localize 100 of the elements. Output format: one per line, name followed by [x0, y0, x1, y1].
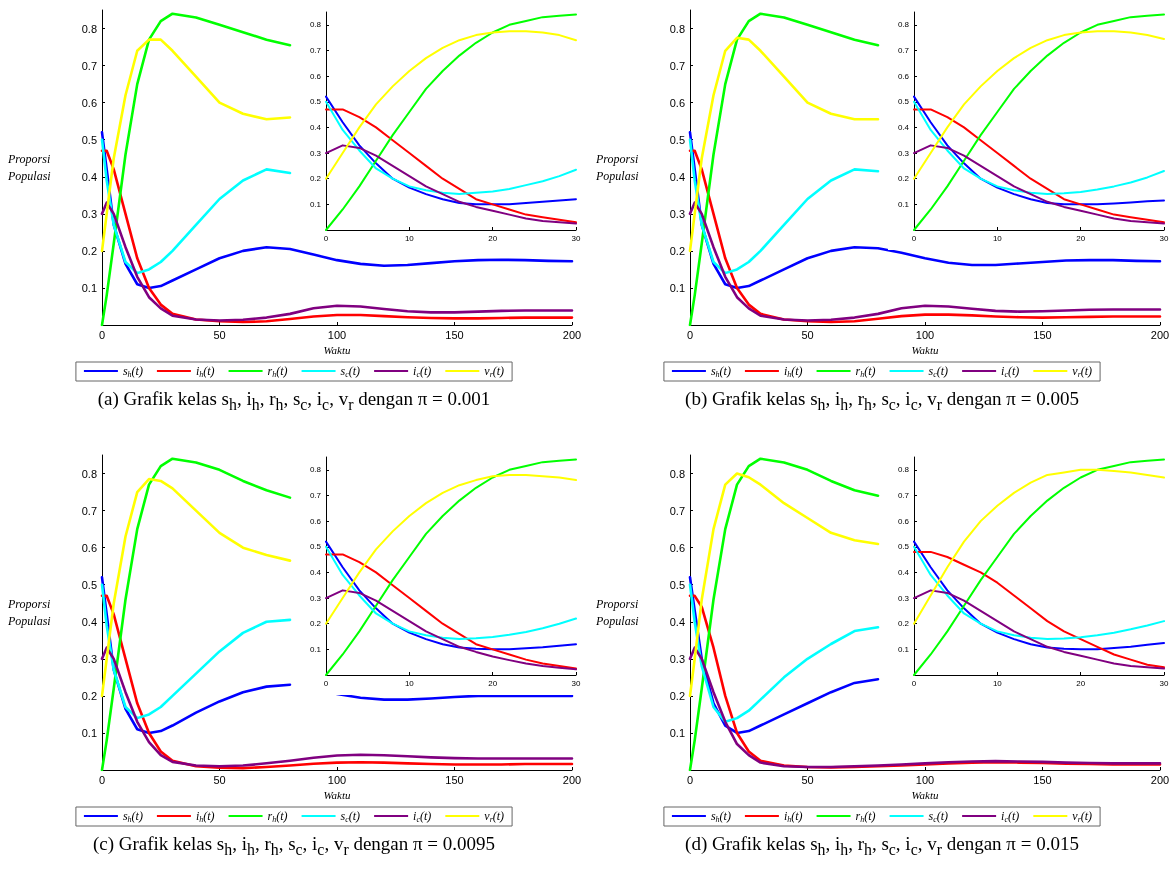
- x-tick-label: 100: [915, 773, 935, 786]
- y-tick-label: 0.6: [81, 541, 97, 554]
- y-tick-label: 0.7: [897, 490, 910, 500]
- text: (d) Grafik kelas s$_{h}$, i$_{h}$, r$_{h}$, s$_{c}$, i$_{c}$, v$_{r}$ dengan π = 0.015: [685, 833, 1079, 858]
- x-tick-label: 50: [213, 773, 226, 786]
- text: (a) Grafik kelas s$_{h}$, i$_{h}$, r$_{h}$, s$_{c}$, i$_{c}$, v$_{r}$ dengan π = 0.001: [97, 388, 491, 413]
- x-axis-title: Waktu: [323, 789, 352, 802]
- y-tick-label: 0.6: [897, 71, 910, 81]
- y-tick-label: 0.6: [669, 96, 685, 109]
- y-tick-label: 0.5: [309, 97, 322, 107]
- x-tick-label: 30: [1159, 678, 1169, 688]
- y-tick-label: 0.7: [81, 59, 97, 72]
- y-tick-label: 0.8: [309, 20, 322, 30]
- y-tick-label: 0.7: [309, 490, 322, 500]
- y-tick-label: 0.3: [81, 652, 97, 665]
- y-tick-label: 0.4: [897, 122, 910, 132]
- x-tick-label: 30: [571, 233, 581, 243]
- y-tick-label: 0.5: [669, 578, 685, 591]
- x-tick-label: 0: [911, 678, 917, 688]
- y-tick-label: 0.3: [669, 207, 685, 220]
- text: (b) Grafik kelas s$_{h}$, i$_{h}$, r$_{h}$, s$_{c}$, i$_{c}$, v$_{r}$ dengan π = 0.005: [685, 388, 1079, 413]
- x-tick-label: 200: [562, 328, 582, 341]
- y-tick-label: 0.4: [309, 122, 322, 132]
- x-axis-title: Waktu: [911, 789, 940, 802]
- x-tick-label: 50: [801, 328, 814, 341]
- y-tick-label: 0.5: [81, 133, 97, 146]
- x-tick-label: 150: [1033, 328, 1052, 341]
- y-tick-label: 0.2: [309, 174, 322, 184]
- x-tick-label: 10: [992, 678, 1003, 688]
- y-tick-label: 0.4: [309, 567, 322, 577]
- x-tick-label: 0: [323, 678, 329, 688]
- y-tick-label: 0.3: [897, 593, 910, 603]
- x-tick-label: 100: [327, 773, 347, 786]
- x-tick-label: 200: [562, 773, 582, 786]
- y-tick-label: 0.6: [309, 71, 322, 81]
- x-tick-label: 0: [686, 328, 694, 341]
- x-axis-title: Waktu: [911, 344, 940, 357]
- y-tick-label: 0.2: [309, 619, 322, 629]
- y-tick-label: 0.8: [897, 465, 910, 475]
- y-tick-label: 0.4: [81, 615, 97, 628]
- x-tick-label: 150: [445, 773, 464, 786]
- x-tick-label: 50: [213, 328, 226, 341]
- x-tick-label: 0: [686, 773, 694, 786]
- y-tick-label: 0.2: [81, 689, 97, 702]
- x-tick-label: 0: [98, 328, 106, 341]
- text: (c) Grafik kelas s$_{h}$, i$_{h}$, r$_{h}$, s$_{c}$, i$_{c}$, v$_{r}$ dengan π = 0.0095: [92, 833, 496, 858]
- y-axis-title: Proporsi Populasi: [595, 151, 642, 183]
- y-tick-label: 0.6: [81, 96, 97, 109]
- y-axis-title: Proporsi Populasi: [595, 596, 642, 628]
- x-tick-label: 30: [1159, 233, 1169, 243]
- x-tick-label: 200: [1150, 328, 1170, 341]
- x-tick-label: 100: [327, 328, 347, 341]
- y-tick-label: 0.8: [669, 22, 685, 35]
- x-tick-label: 100: [915, 328, 935, 341]
- x-tick-label: 150: [445, 328, 464, 341]
- x-tick-label: 50: [801, 773, 814, 786]
- y-tick-label: 0.5: [897, 542, 910, 552]
- y-axis-title: Proporsi Populasi: [7, 596, 54, 628]
- y-tick-label: 0.3: [669, 652, 685, 665]
- y-axis-title: Proporsi Populasi: [7, 151, 54, 183]
- y-tick-label: 0.4: [669, 615, 685, 628]
- y-tick-label: 0.4: [81, 170, 97, 183]
- y-tick-label: 0.3: [309, 148, 322, 158]
- x-tick-label: 0: [911, 233, 917, 243]
- y-tick-label: 0.3: [81, 207, 97, 220]
- y-tick-label: 0.1: [669, 726, 685, 739]
- y-tick-label: 0.8: [669, 467, 685, 480]
- y-tick-label: 0.1: [81, 281, 97, 294]
- y-tick-label: 0.1: [897, 644, 910, 654]
- y-tick-label: 0.5: [81, 578, 97, 591]
- y-tick-label: 0.2: [81, 244, 97, 257]
- y-tick-label: 0.3: [897, 148, 910, 158]
- y-tick-label: 0.6: [669, 541, 685, 554]
- x-tick-label: 10: [404, 233, 415, 243]
- y-tick-label: 0.2: [897, 174, 910, 184]
- y-tick-label: 0.2: [897, 619, 910, 629]
- y-tick-label: 0.1: [669, 281, 685, 294]
- y-tick-label: 0.5: [669, 133, 685, 146]
- y-tick-label: 0.8: [81, 22, 97, 35]
- y-tick-label: 0.8: [309, 465, 322, 475]
- x-tick-label: 30: [571, 678, 581, 688]
- y-tick-label: 0.3: [309, 593, 322, 603]
- y-tick-label: 0.1: [81, 726, 97, 739]
- y-tick-label: 0.5: [897, 97, 910, 107]
- y-tick-label: 0.4: [897, 567, 910, 577]
- x-tick-label: 20: [1076, 678, 1086, 688]
- y-tick-label: 0.7: [81, 504, 97, 517]
- y-tick-label: 0.8: [81, 467, 97, 480]
- y-tick-label: 0.1: [309, 644, 322, 654]
- y-tick-label: 0.6: [309, 516, 322, 526]
- y-tick-label: 0.7: [669, 504, 685, 517]
- y-tick-label: 0.6: [897, 516, 910, 526]
- x-tick-label: 10: [404, 678, 415, 688]
- y-tick-label: 0.7: [309, 45, 322, 55]
- y-tick-label: 0.5: [309, 542, 322, 552]
- x-tick-label: 200: [1150, 773, 1170, 786]
- x-tick-label: 20: [488, 233, 498, 243]
- y-tick-label: 0.8: [897, 20, 910, 30]
- y-tick-label: 0.4: [669, 170, 685, 183]
- y-tick-label: 0.2: [669, 244, 685, 257]
